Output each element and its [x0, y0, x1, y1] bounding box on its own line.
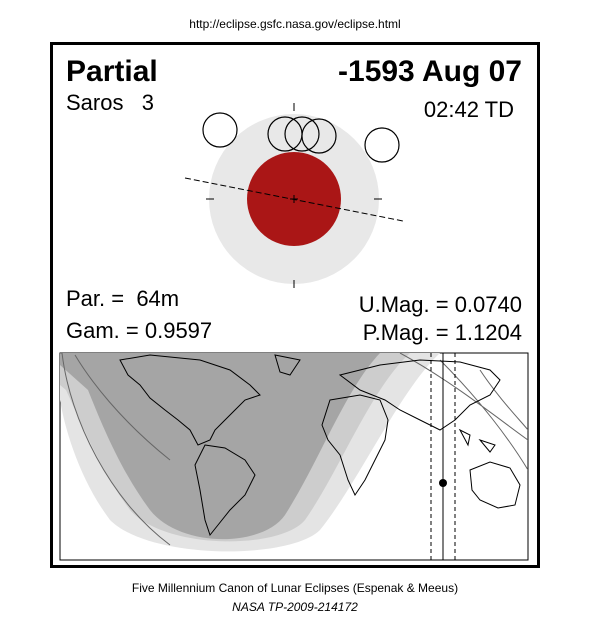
contact-curve [74, 354, 528, 461]
eclipse-date: -1593 Aug 07 [338, 55, 522, 88]
footer-reference: NASA TP-2009-214172 [232, 600, 358, 614]
moon-position [202, 112, 238, 148]
time: 02:42 TD [424, 97, 514, 122]
source-url: http://eclipse.gsfc.nasa.gov/eclipse.htm… [189, 17, 400, 31]
moon-position [301, 118, 337, 154]
eclipse-geometry [184, 103, 404, 288]
moon-position [284, 116, 320, 152]
eclipse-type: Partial [66, 55, 158, 88]
gamma: Gam. = 0.9597 [66, 318, 212, 343]
moon-position [364, 127, 400, 163]
contact-curve [60, 353, 528, 546]
axis-ticks [206, 103, 382, 288]
umbral-magnitude: U.Mag. = 0.0740 [359, 292, 522, 317]
coastlines [119, 354, 521, 537]
footer-canon: Five Millennium Canon of Lunar Eclipses … [132, 581, 458, 595]
saros: Saros 3 [66, 90, 154, 115]
greatest-eclipse-point [439, 479, 447, 487]
penumbral-magnitude: P.Mag. = 1.1204 [363, 320, 522, 345]
partial-duration: Par. = 64m [66, 286, 179, 311]
umbral-zone [60, 353, 380, 540]
visibility-map [59, 352, 529, 561]
